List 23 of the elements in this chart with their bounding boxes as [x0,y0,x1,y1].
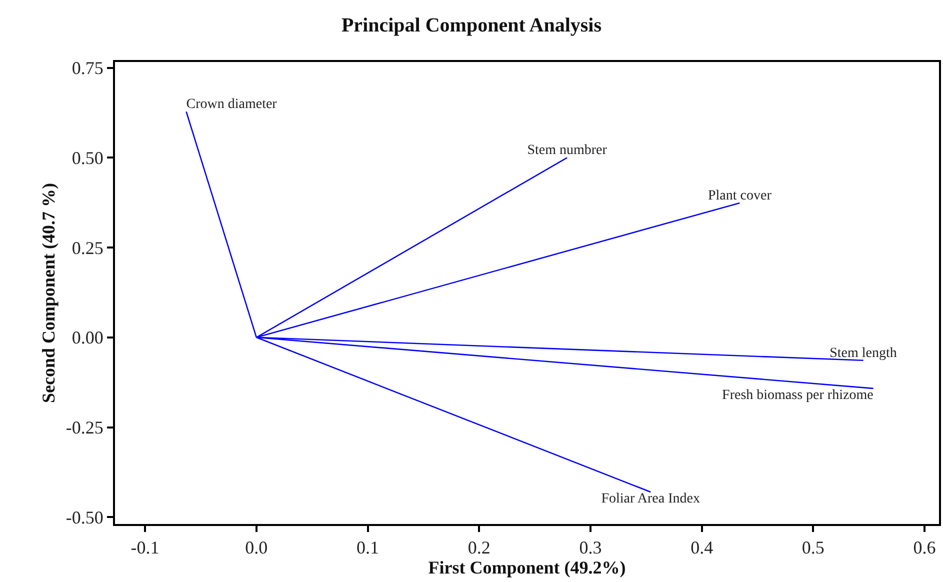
y-tick-label: 0.00 [72,328,104,348]
x-tick-label: 0.2 [468,538,490,558]
x-tick-label: 0.3 [579,538,602,558]
series-label: Foliar Area Index [601,492,700,506]
series-label: Plant cover [708,188,772,204]
y-tick-label: 0.25 [72,238,104,258]
x-tick-label: 0.6 [913,538,936,558]
series-label: Fresh biomass per rhizome [722,388,874,403]
x-axis-title: First Component (49.2%) [428,558,626,578]
x-tick-label: 0.1 [356,538,380,558]
y-tick-label: 0.75 [72,58,104,78]
chart-title: Principal Component Analysis [341,14,602,36]
x-tick-label: 0.5 [802,538,824,558]
x-tick-label: -0.1 [130,538,160,558]
series-label: Crown diameter [186,97,278,112]
y-tick-label: 0.50 [72,148,104,168]
x-tick-label: 0.0 [245,538,268,558]
y-tick-label: -0.25 [66,418,104,438]
x-tick-label: 0.4 [690,538,714,558]
series-label: Stem numbrer [527,143,608,158]
y-tick-label: -0.50 [66,507,104,528]
series-label: Stem length [830,346,897,361]
y-axis-title: Second Component (40.7 %) [38,182,59,404]
